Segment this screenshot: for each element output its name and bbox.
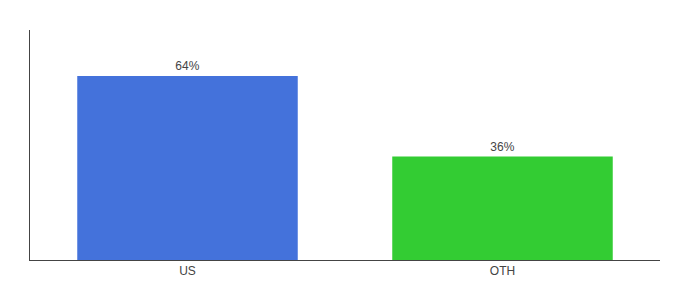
svg-text:OTH: OTH (490, 264, 515, 278)
svg-text:64%: 64% (175, 59, 199, 73)
svg-text:US: US (179, 264, 196, 278)
svg-text:36%: 36% (490, 140, 514, 154)
